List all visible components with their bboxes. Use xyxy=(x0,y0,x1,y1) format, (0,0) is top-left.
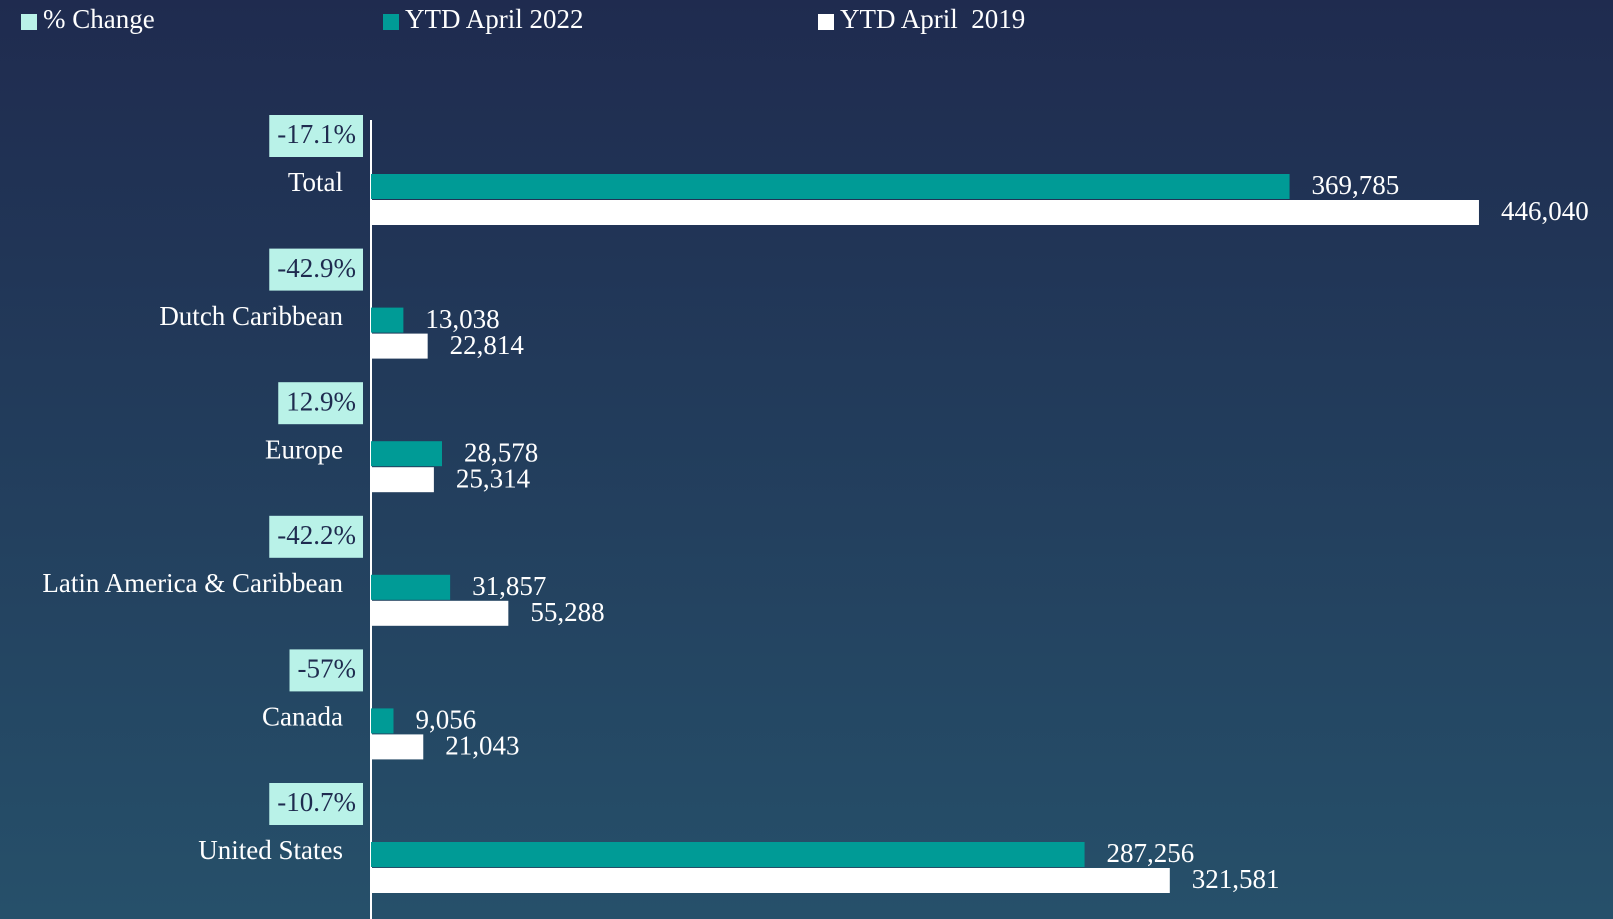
category-label: Europe xyxy=(265,434,343,464)
category-label: United States xyxy=(198,835,343,865)
change-label: -57% xyxy=(298,654,356,684)
value-label: 369,785 xyxy=(1312,170,1400,200)
value-label: 9,056 xyxy=(415,705,476,735)
change-label: 12.9% xyxy=(286,386,356,416)
bar xyxy=(371,333,428,359)
change-label: -42.2% xyxy=(277,520,356,550)
value-label: 321,581 xyxy=(1192,864,1280,894)
legend-swatch xyxy=(818,14,834,30)
bar xyxy=(371,708,394,734)
bar xyxy=(371,307,404,333)
bar xyxy=(371,467,434,493)
legend-swatch xyxy=(21,14,37,30)
change-label: -42.9% xyxy=(277,253,356,283)
legend-label: YTD April 2022 xyxy=(405,4,584,34)
value-label: 21,043 xyxy=(445,731,519,761)
category-label: Latin America & Caribbean xyxy=(42,568,343,598)
change-label: -10.7% xyxy=(277,787,356,817)
bar xyxy=(371,200,1479,225)
value-label: 22,814 xyxy=(450,330,525,360)
bar xyxy=(371,174,1290,199)
change-box xyxy=(289,649,363,692)
category-label: Canada xyxy=(262,702,343,732)
value-label: 25,314 xyxy=(456,463,531,493)
value-label: 287,256 xyxy=(1107,838,1195,868)
bar xyxy=(371,574,451,600)
category-label: Total xyxy=(288,167,343,197)
bar xyxy=(371,734,424,760)
value-label: 55,288 xyxy=(530,597,604,627)
change-box xyxy=(269,248,363,291)
value-label: 31,857 xyxy=(472,571,546,601)
change-box xyxy=(269,515,363,558)
legend-swatch xyxy=(383,14,399,30)
value-label: 13,038 xyxy=(425,304,499,334)
change-box xyxy=(269,783,363,825)
legend-label: YTD April 2019 xyxy=(840,4,1025,34)
value-label: 446,040 xyxy=(1501,196,1589,226)
legend-label: % Change xyxy=(43,4,155,34)
category-label: Dutch Caribbean xyxy=(159,301,343,331)
bar xyxy=(371,441,442,467)
bar xyxy=(371,868,1170,893)
bar xyxy=(371,842,1085,867)
value-label: 28,578 xyxy=(464,437,538,467)
change-box xyxy=(278,382,363,425)
change-box xyxy=(269,115,363,157)
change-label: -17.1% xyxy=(277,119,356,149)
bar xyxy=(371,600,509,626)
